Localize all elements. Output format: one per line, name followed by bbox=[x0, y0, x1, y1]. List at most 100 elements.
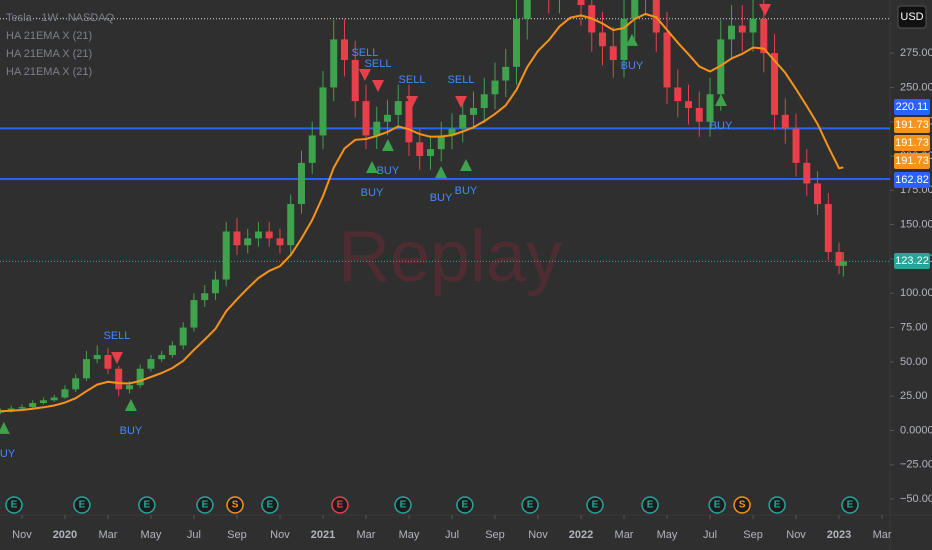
candle-body bbox=[340, 39, 348, 60]
candle-body bbox=[760, 18, 768, 54]
x-tick-label: Mar bbox=[615, 529, 634, 541]
candle-body bbox=[502, 66, 510, 81]
y-tick-label: 25.00 bbox=[900, 390, 928, 402]
event-marker bbox=[394, 496, 412, 514]
candle-body bbox=[824, 204, 832, 253]
y-tick-label: 100.00 bbox=[900, 287, 932, 299]
candle-body bbox=[416, 142, 424, 157]
signal-marker bbox=[110, 352, 123, 365]
candle-body bbox=[125, 385, 133, 390]
candle-body bbox=[330, 39, 338, 88]
signal-marker bbox=[459, 158, 472, 171]
candle-body bbox=[211, 279, 219, 294]
candle-body bbox=[265, 231, 273, 239]
signal-label: BUY bbox=[455, 185, 478, 197]
plot: BUYSELLBUYSELLSELLBUYBUYSELLBUYSELLBUYBU… bbox=[0, 0, 890, 514]
y-tick-label: −50.00 bbox=[900, 493, 932, 505]
x-tick-label: Mar bbox=[98, 529, 117, 541]
candle-body bbox=[72, 378, 80, 390]
x-tick-label: 2021 bbox=[311, 529, 335, 541]
candle-body bbox=[201, 293, 209, 301]
signal-label: BUY bbox=[621, 60, 644, 72]
candle-body bbox=[814, 183, 822, 205]
event-label: E bbox=[202, 500, 209, 511]
event-label: E bbox=[462, 500, 469, 511]
x-tick-label: Sep bbox=[485, 529, 505, 541]
candle-body bbox=[749, 18, 757, 33]
signal-label: SELL bbox=[448, 74, 475, 86]
signal-label: BUY bbox=[377, 165, 400, 177]
event-label: E bbox=[847, 500, 854, 511]
candle-body bbox=[631, 0, 639, 19]
candle-body bbox=[29, 403, 37, 408]
event-marker bbox=[708, 496, 726, 514]
x-tick-label: 2020 bbox=[53, 529, 77, 541]
event-label: E bbox=[647, 500, 654, 511]
candle-body bbox=[39, 400, 47, 404]
candle-body bbox=[351, 59, 359, 102]
event-marker bbox=[5, 496, 23, 514]
event-label: S bbox=[232, 500, 239, 511]
price-tag-label: 123.22 bbox=[895, 255, 929, 267]
x-tick-label: Jul bbox=[703, 529, 717, 541]
candle-body bbox=[609, 46, 617, 60]
x-tick-label: Sep bbox=[743, 529, 763, 541]
event-marker bbox=[768, 496, 786, 514]
event-marker bbox=[641, 496, 659, 514]
candle-body bbox=[93, 354, 101, 360]
candle-body bbox=[448, 128, 456, 136]
candle-body bbox=[599, 32, 607, 47]
currency-label[interactable]: USD bbox=[900, 11, 923, 23]
candle-body bbox=[308, 135, 316, 163]
x-tick-label: Nov bbox=[528, 529, 548, 541]
candle-body bbox=[61, 389, 69, 398]
candle-body bbox=[158, 354, 166, 360]
currency-button[interactable] bbox=[897, 5, 927, 29]
y-tick-label: 275.00 bbox=[900, 47, 932, 59]
signal-label: BUY bbox=[120, 425, 143, 437]
candle-body bbox=[523, 0, 531, 19]
candle-body bbox=[469, 107, 477, 115]
candle-body bbox=[792, 128, 800, 163]
event-label: E bbox=[337, 500, 344, 511]
candle-body bbox=[168, 345, 176, 355]
signal-label: SELL bbox=[351, 47, 378, 59]
candle-body bbox=[839, 261, 847, 266]
candle-body bbox=[276, 238, 284, 246]
x-tick-label: Mar bbox=[873, 529, 892, 541]
candle-body bbox=[781, 114, 789, 129]
candle-body bbox=[104, 354, 112, 369]
event-label: E bbox=[79, 500, 86, 511]
event-label: E bbox=[527, 500, 534, 511]
event-label: E bbox=[267, 500, 274, 511]
x-tick-label: Jul bbox=[445, 529, 459, 541]
candle-body bbox=[373, 121, 381, 136]
candle-body bbox=[835, 252, 843, 266]
candle-body bbox=[803, 162, 811, 184]
candle-body bbox=[738, 25, 746, 33]
x-tick-label: Nov bbox=[270, 529, 290, 541]
price-tag bbox=[894, 135, 930, 151]
price-tag-label: 162.82 bbox=[895, 174, 929, 186]
candle-body bbox=[394, 101, 402, 115]
candle-body bbox=[233, 231, 241, 246]
candle-body bbox=[254, 231, 262, 239]
signal-marker bbox=[759, 4, 772, 17]
candle-body bbox=[459, 114, 467, 129]
x-tick-label: Nov bbox=[786, 529, 806, 541]
price-tag-label: 191.73 bbox=[895, 119, 929, 131]
event-label: E bbox=[11, 500, 18, 511]
candle-body bbox=[674, 87, 682, 102]
event-marker bbox=[73, 496, 91, 514]
event-marker bbox=[331, 496, 349, 514]
x-tick-label: 2022 bbox=[569, 529, 593, 541]
candle-body bbox=[383, 114, 391, 122]
signal-label: SELL bbox=[365, 58, 392, 70]
signal-marker bbox=[0, 421, 10, 434]
candle-body bbox=[426, 149, 434, 157]
candle-body bbox=[222, 231, 230, 280]
price-tag bbox=[894, 172, 930, 188]
event-marker bbox=[586, 496, 604, 514]
indicator-legend: HA 21EMA X (21) bbox=[6, 66, 92, 78]
event-label: E bbox=[144, 500, 151, 511]
